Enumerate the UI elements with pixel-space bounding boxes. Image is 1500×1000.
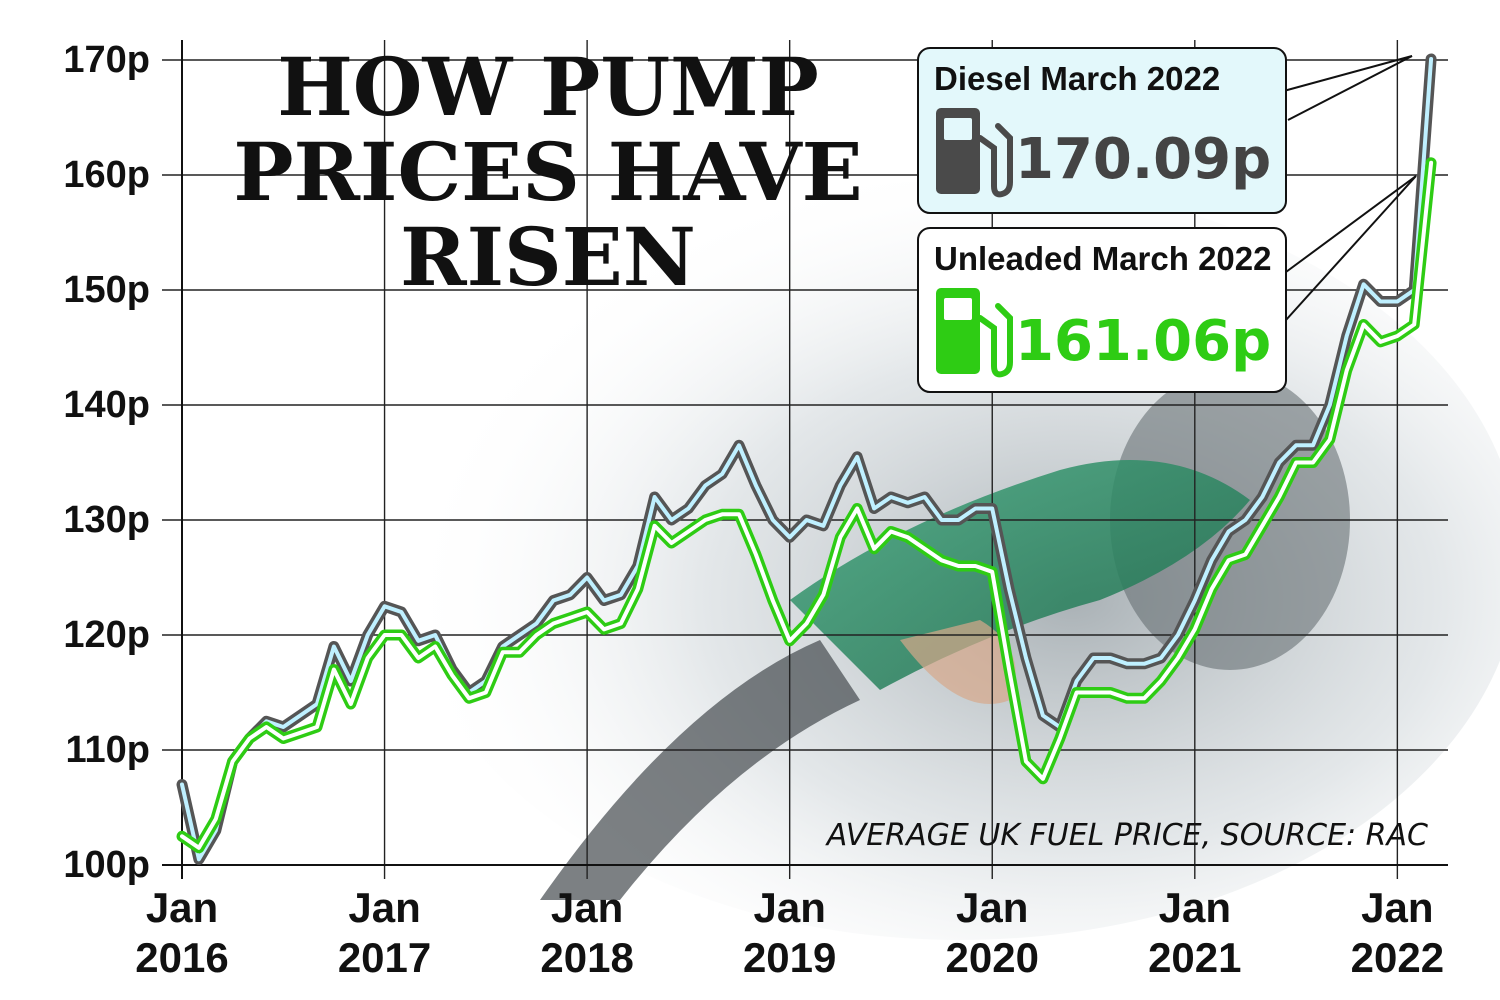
- title-line-3: RISEN: [400, 210, 696, 304]
- x-tick-month: Jan: [956, 884, 1028, 931]
- chart-title: HOW PUMP PRICES HAVE RISEN: [233, 40, 862, 304]
- nozzle-shape: [790, 460, 1250, 690]
- unleaded-callout: Unleaded March 2022 161.06p: [917, 227, 1287, 393]
- y-tick-label: 110p: [65, 729, 150, 771]
- hand-shape: [900, 620, 1016, 704]
- diesel-callout: Diesel March 2022 170.09p: [917, 47, 1287, 214]
- x-tick-month: Jan: [348, 884, 420, 931]
- x-tick-year: 2017: [338, 934, 431, 981]
- unleaded-connector-top: [1285, 175, 1417, 273]
- diesel-line-core: [180, 57, 1434, 862]
- y-tick-label: 130p: [63, 499, 150, 541]
- diesel-connector-top: [1279, 55, 1413, 93]
- x-tick-year: 2022: [1351, 934, 1444, 981]
- x-tick-year: 2018: [540, 934, 633, 981]
- y-tick-label: 150p: [63, 269, 150, 311]
- title-line-2: PRICES HAVE: [233, 125, 862, 219]
- y-tick-label: 100p: [63, 844, 150, 886]
- title-line-1: HOW PUMP: [277, 40, 819, 134]
- diesel-connector-bottom: [1287, 55, 1413, 121]
- diesel-series: [176, 53, 1437, 865]
- hose-shape: [540, 640, 860, 900]
- y-tick-label: 170p: [63, 39, 150, 81]
- diesel-callout-heading: Diesel March 2022: [934, 60, 1220, 97]
- x-tick-year: 2019: [743, 934, 836, 981]
- source-note: AVERAGE UK FUEL PRICE, SOURCE: RAC: [825, 818, 1428, 853]
- fuel-pump-icon: [936, 288, 1013, 378]
- x-tick-year: 2021: [1148, 934, 1241, 981]
- x-tick-month: Jan: [753, 884, 825, 931]
- x-tick-month: Jan: [551, 884, 623, 931]
- fuel-pump-icon: [936, 108, 1013, 198]
- unleaded-callout-value: 161.06p: [1015, 309, 1271, 374]
- y-tick-label: 160p: [63, 154, 150, 196]
- x-tick-month: Jan: [1159, 884, 1231, 931]
- y-tick-label: 140p: [63, 384, 150, 426]
- y-tick-label: 120p: [63, 614, 150, 656]
- x-axis: Jan2016Jan2017Jan2018Jan2019Jan2020Jan20…: [135, 884, 1444, 981]
- unleaded-connector-bottom: [1285, 175, 1417, 321]
- diesel-callout-value: 170.09p: [1015, 127, 1271, 192]
- series-lines: [176, 53, 1437, 865]
- x-tick-month: Jan: [146, 884, 218, 931]
- x-tick-month: Jan: [1361, 884, 1433, 931]
- callout-connectors: [1279, 55, 1417, 321]
- x-tick-year: 2020: [946, 934, 1039, 981]
- x-tick-year: 2016: [135, 934, 228, 981]
- unleaded-callout-heading: Unleaded March 2022: [934, 240, 1271, 277]
- unleaded-series: [176, 157, 1437, 854]
- y-axis: 170p 160p 150p 140p 130p 120p 110p 100p: [63, 39, 150, 886]
- unleaded-line-core: [180, 160, 1434, 850]
